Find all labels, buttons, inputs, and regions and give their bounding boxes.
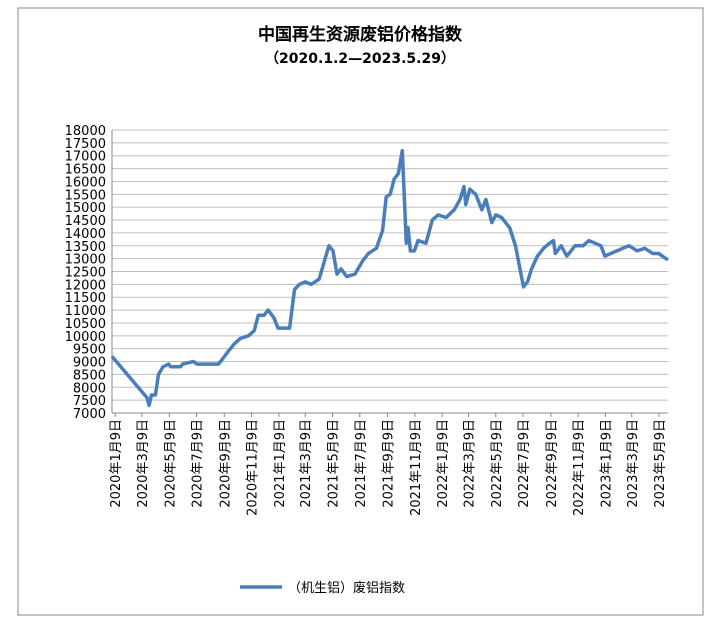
- x-tick-label: 2020年7月9日: [191, 419, 206, 508]
- y-tick-label: 9500: [73, 343, 106, 358]
- x-tick-label: 2022年7月9日: [517, 419, 532, 508]
- x-tick-label: 2022年3月9日: [463, 419, 478, 508]
- y-tick-label: 16500: [65, 163, 106, 178]
- x-tick-label: 2020年5月9日: [163, 419, 178, 508]
- x-tick-label: 2023年1月9日: [599, 419, 614, 508]
- x-tick-label: 2022年5月9日: [490, 419, 505, 508]
- y-tick-label: 11000: [65, 304, 106, 319]
- legend-label: （机生铝）废铝指数: [288, 580, 405, 596]
- y-tick-label: 15000: [65, 201, 106, 216]
- y-tick-label: 12000: [65, 278, 106, 293]
- y-tick-label: 10000: [65, 330, 106, 345]
- y-tick-label: 16000: [65, 175, 106, 190]
- x-tick-label: 2020年1月9日: [109, 419, 124, 508]
- y-tick-label: 17500: [65, 137, 106, 152]
- x-tick-label: 2020年11月9日: [246, 419, 261, 516]
- x-tick-label: 2021年1月9日: [273, 419, 288, 508]
- chart-title: 中国再生资源废铝价格指数: [258, 24, 463, 45]
- x-tick-label: 2021年7月9日: [354, 419, 369, 508]
- y-tick-label: 10500: [65, 317, 106, 332]
- y-tick-label: 7500: [73, 394, 106, 409]
- chart-border: [17, 7, 704, 616]
- x-tick-label: 2022年1月9日: [436, 419, 451, 508]
- y-tick-label: 7000: [73, 407, 106, 422]
- y-tick-label: 17000: [65, 150, 106, 165]
- y-tick-label: 11500: [65, 291, 106, 306]
- x-tick-label: 2021年9月9日: [382, 419, 397, 508]
- x-tick-label: 2022年11月9日: [572, 419, 587, 516]
- x-tick-label: 2022年9月9日: [545, 419, 560, 508]
- x-tick-label: 2023年5月9日: [653, 419, 668, 508]
- y-tick-label: 14500: [65, 214, 106, 229]
- x-tick-label: 2021年3月9日: [299, 419, 314, 508]
- x-tick-label: 2020年3月9日: [136, 419, 151, 508]
- y-tick-label: 12500: [65, 266, 106, 281]
- x-tick-label: 2021年11月9日: [409, 419, 424, 516]
- y-tick-label: 15500: [65, 188, 106, 203]
- y-tick-label: 18000: [65, 124, 106, 139]
- chart-subtitle: （2020.1.2—2023.5.29）: [265, 51, 455, 67]
- y-tick-label: 14000: [65, 227, 106, 242]
- x-tick-label: 2020年9月9日: [218, 419, 233, 508]
- y-tick-label: 8000: [73, 381, 106, 396]
- y-tick-label: 8500: [73, 368, 106, 383]
- y-tick-label: 9000: [73, 356, 106, 371]
- y-tick-label: 13000: [65, 253, 106, 268]
- y-tick-label: 13500: [65, 240, 106, 255]
- data-line: [110, 148, 669, 408]
- x-tick-label: 2023年3月9日: [626, 419, 641, 508]
- x-tick-label: 2021年5月9日: [327, 419, 342, 508]
